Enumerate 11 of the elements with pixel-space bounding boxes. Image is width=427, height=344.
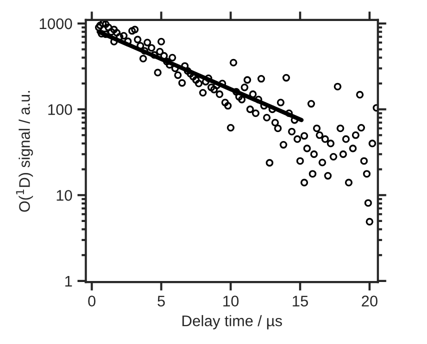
x-tick-label: 15 <box>292 296 308 306</box>
y-tick-label: 1 <box>65 276 72 286</box>
x-tick-label: 20 <box>362 296 378 306</box>
x-tick-label: 5 <box>158 296 165 306</box>
x-tick-label: 10 <box>223 296 239 306</box>
x-axis-title: Delay time / µs <box>182 315 282 330</box>
y-tick-label: 10 <box>56 190 72 201</box>
y-axis-title: O($^{1}$D) signal / a.u. <box>16 91 33 212</box>
x-tick-label: 0 <box>88 296 96 306</box>
y-tick-label: 1000 <box>40 18 72 30</box>
y-tick-label: 100 <box>48 104 72 116</box>
